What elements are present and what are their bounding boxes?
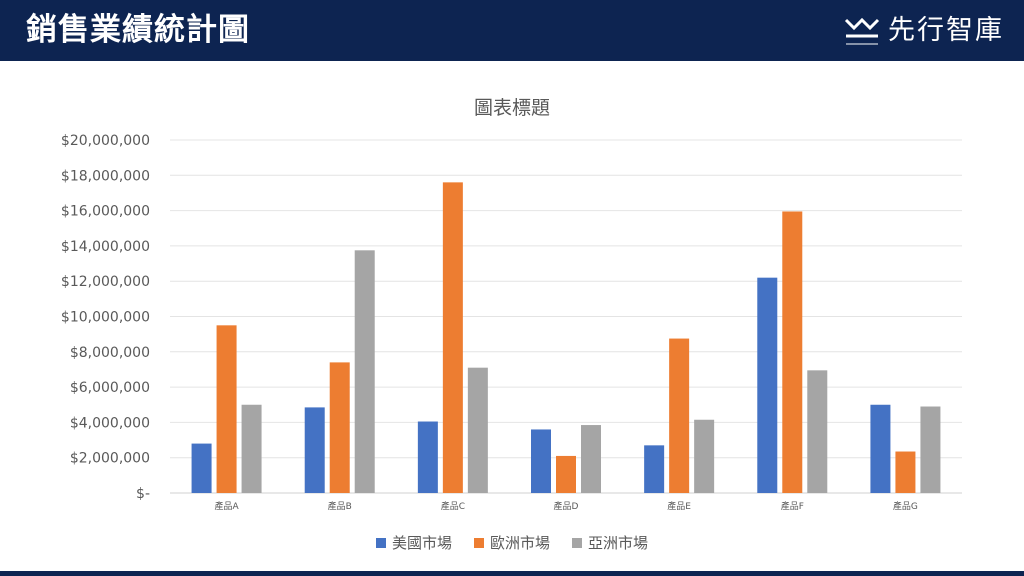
y-tick-label: $10,000,000 [61, 310, 150, 326]
legend-swatch-asia [572, 537, 582, 548]
bar [304, 407, 325, 493]
page-title: 銷售業績統計圖 [26, 12, 250, 48]
footer-bar [0, 571, 1024, 576]
bar [644, 445, 665, 493]
legend-item-eu: 歐洲市場 [473, 532, 550, 553]
x-tick-label: 產品C [441, 500, 465, 512]
y-tick-label: $18,000,000 [61, 168, 150, 184]
bar [442, 182, 463, 494]
bar [895, 451, 916, 493]
legend-item-us: 美國市場 [375, 532, 452, 553]
bar [556, 455, 576, 493]
y-tick-label: $12,000,000 [61, 274, 150, 290]
y-tick-label: $6,000,000 [70, 380, 150, 396]
y-tick-label: $20,000,000 [61, 133, 150, 149]
bar [354, 250, 375, 493]
bar [694, 419, 715, 493]
bar [669, 338, 690, 493]
header-bar: 銷售業績統計圖 先行智庫 [0, 0, 1024, 61]
logo-text: 先行智庫 [888, 15, 1004, 46]
y-tick-label: $- [136, 486, 150, 502]
bar [531, 429, 551, 493]
y-tick-label: $2,000,000 [70, 451, 150, 467]
bar [329, 362, 350, 493]
legend-item-asia: 亞洲市場 [572, 532, 648, 553]
bar [870, 404, 891, 493]
x-tick-label: 產品E [667, 500, 691, 512]
legend-label-eu: 歐洲市場 [489, 534, 550, 552]
bar [920, 406, 941, 493]
chart-title: 圖表標題 [473, 97, 550, 119]
x-tick-label: 產品G [893, 500, 918, 512]
bar [191, 443, 212, 493]
bar [467, 367, 488, 493]
legend-label-asia: 亞洲市場 [588, 534, 649, 552]
bar [807, 370, 828, 493]
bar [241, 404, 262, 493]
legend-label-us: 美國市場 [391, 534, 452, 552]
bar [757, 277, 778, 493]
logo-mark-icon [844, 17, 880, 45]
chart-legend: 美國市場 歐洲市場 亞洲市場 [0, 532, 1024, 553]
bar [216, 325, 237, 493]
x-tick-label: 產品F [781, 500, 804, 512]
y-tick-label: $14,000,000 [61, 239, 150, 255]
x-tick-label: 產品D [554, 500, 579, 512]
legend-swatch-us [375, 537, 386, 548]
bar [417, 421, 438, 493]
x-tick-label: 產品A [214, 500, 239, 512]
bar [581, 425, 601, 493]
y-tick-label: $8,000,000 [70, 345, 150, 361]
y-tick-label: $16,000,000 [61, 204, 150, 220]
y-tick-label: $4,000,000 [70, 415, 150, 431]
legend-swatch-eu [473, 537, 484, 548]
bar [782, 211, 803, 494]
x-tick-label: 產品B [328, 500, 352, 512]
